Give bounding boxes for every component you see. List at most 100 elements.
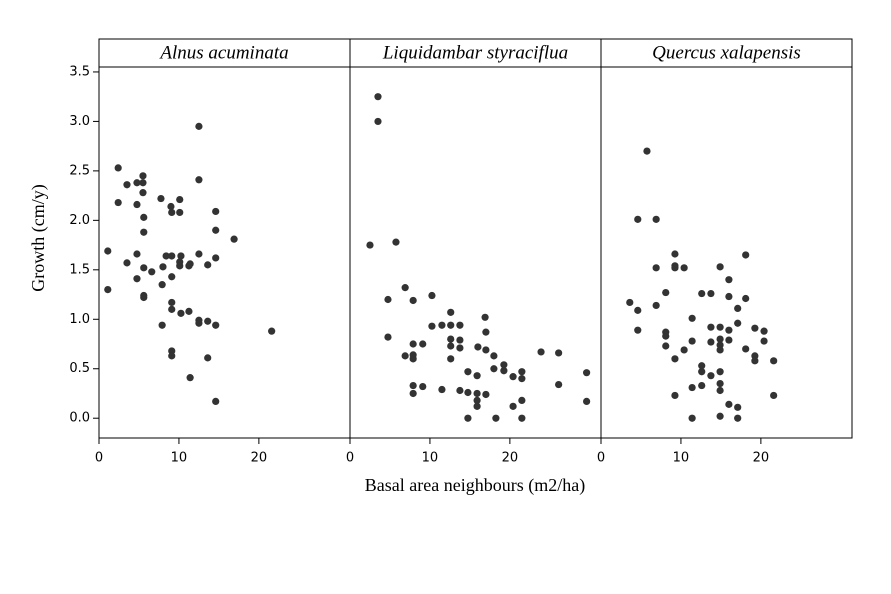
point — [366, 241, 374, 249]
point — [401, 352, 409, 360]
point — [518, 375, 526, 383]
point — [168, 352, 176, 360]
point — [123, 259, 131, 267]
x-tick-label: 20 — [251, 451, 268, 466]
point — [698, 368, 706, 376]
point — [734, 304, 742, 312]
point — [707, 338, 715, 346]
point — [688, 337, 696, 345]
point — [671, 250, 679, 258]
point — [456, 321, 464, 329]
point — [204, 354, 212, 362]
point — [583, 369, 591, 377]
point — [698, 362, 706, 370]
point — [140, 291, 148, 300]
y-tick-label: 2.5 — [69, 163, 90, 178]
point — [742, 294, 750, 303]
x-tick-label: 20 — [502, 451, 519, 466]
point — [177, 309, 185, 317]
point — [123, 181, 131, 189]
point — [464, 368, 472, 376]
point — [473, 396, 481, 405]
point — [176, 262, 184, 270]
point — [168, 252, 176, 260]
point — [734, 414, 742, 422]
y-tick-label: 3.5 — [69, 64, 90, 79]
x-tick-label: 0 — [597, 451, 605, 466]
point — [688, 383, 696, 392]
point — [662, 288, 670, 297]
point — [509, 373, 517, 381]
point — [671, 264, 679, 272]
point — [168, 347, 176, 355]
point — [643, 147, 651, 155]
point — [751, 357, 759, 365]
point — [688, 414, 696, 422]
point — [500, 361, 508, 369]
point — [438, 321, 446, 329]
point — [268, 327, 276, 335]
point — [473, 402, 481, 410]
point — [652, 264, 660, 272]
point — [157, 194, 165, 203]
point — [482, 346, 490, 354]
point — [680, 346, 688, 354]
point — [212, 397, 220, 405]
point — [230, 235, 238, 243]
point — [518, 414, 526, 422]
point — [688, 314, 696, 322]
point — [133, 250, 141, 258]
point — [212, 321, 220, 329]
point — [168, 273, 176, 281]
point — [634, 326, 642, 334]
y-tick-label: 2.0 — [69, 213, 90, 228]
point — [139, 172, 147, 180]
point — [195, 122, 203, 130]
point — [716, 412, 724, 420]
point — [167, 202, 175, 211]
point — [583, 397, 591, 405]
y-tick-label: 1.5 — [69, 262, 90, 277]
point — [742, 251, 750, 259]
point — [212, 207, 220, 216]
x-tick-label: 10 — [171, 451, 188, 466]
point — [409, 296, 417, 305]
point — [490, 365, 498, 373]
y-tick-label: 0.5 — [69, 361, 90, 376]
point — [104, 286, 112, 294]
point — [186, 374, 194, 382]
point — [474, 343, 482, 351]
point — [518, 396, 526, 405]
x-axis-label: Basal area neighbours (m2/ha) — [365, 475, 585, 496]
point — [473, 372, 481, 380]
point — [114, 198, 122, 207]
point — [707, 289, 715, 298]
y-tick-label: 0.0 — [69, 411, 90, 426]
point — [204, 261, 212, 269]
point — [760, 327, 768, 335]
point — [473, 389, 481, 398]
point — [447, 308, 455, 316]
point — [734, 319, 742, 327]
point — [725, 276, 733, 284]
point — [195, 319, 203, 327]
point — [518, 368, 526, 376]
point — [148, 268, 156, 276]
point — [158, 281, 166, 289]
point — [384, 333, 392, 341]
point — [716, 335, 724, 343]
point — [168, 208, 176, 217]
point — [447, 355, 455, 363]
point — [716, 263, 724, 271]
y-tick-label: 1.0 — [69, 312, 90, 327]
point — [626, 298, 634, 307]
point — [716, 386, 724, 395]
point — [204, 317, 212, 325]
point — [409, 381, 417, 390]
point — [680, 264, 688, 272]
panel-title: Liquidambar styraciflua — [382, 42, 568, 63]
point — [168, 305, 176, 313]
point — [742, 345, 750, 353]
point — [725, 400, 733, 408]
